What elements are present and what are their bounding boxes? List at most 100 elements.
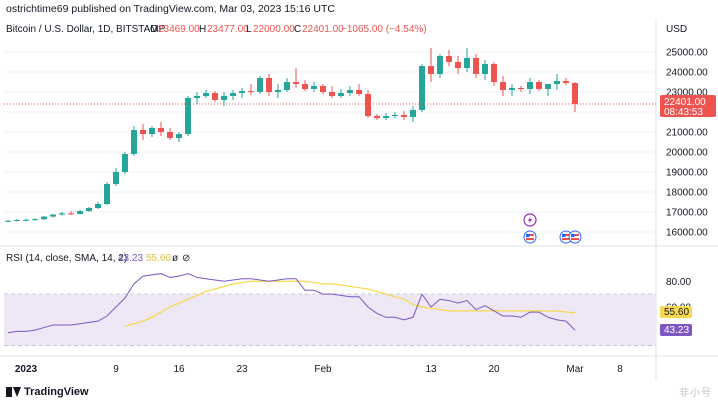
candle-body (428, 66, 434, 74)
candle-body (221, 96, 227, 100)
event-markers[interactable] (523, 213, 582, 244)
candle-body (230, 93, 236, 96)
candle (32, 218, 38, 221)
candle (41, 216, 47, 220)
candle-body (473, 58, 479, 74)
last-price-value: 22401.00 (664, 97, 706, 108)
candle (113, 168, 119, 186)
candle (437, 54, 443, 78)
close-label: C (294, 24, 301, 35)
close-value: 22401.00 (302, 24, 344, 35)
candle-body (482, 64, 488, 74)
rsi-tick-label: 80.00 (666, 277, 691, 288)
price-tick-label: 23000.00 (666, 88, 708, 99)
time-tick-label: 2023 (15, 364, 38, 375)
candle (257, 76, 263, 94)
open-label: O (150, 24, 158, 35)
candle-body (14, 220, 20, 221)
flag-canton (562, 234, 566, 237)
flag-canton (526, 234, 530, 237)
candle (149, 126, 155, 137)
flag-stripe (562, 238, 570, 240)
candle-body (239, 91, 245, 93)
candle (131, 126, 137, 156)
candle-body (257, 78, 263, 92)
candle (518, 86, 524, 92)
last-price-tag-bg (660, 95, 716, 117)
candle-body (104, 184, 110, 204)
rsi-legend: RSI (14, close, SMA, 14, 2) 43.23 55.60 … (6, 253, 190, 264)
time-tick-label: 23 (236, 364, 248, 375)
last-price-tag: 22401.00 08:43:53 (660, 95, 716, 118)
candle (239, 88, 245, 98)
watermark: 非小号 (679, 388, 712, 399)
price-axis[interactable]: 25000.0024000.0023000.0022000.0021000.00… (666, 48, 708, 239)
candle-body (356, 90, 362, 94)
candle-body (383, 116, 389, 118)
candle-body (338, 93, 344, 96)
time-axis[interactable]: 2023 9 16 23 Feb 13 20 Mar 8 (15, 364, 623, 375)
tradingview-mark-icon (6, 387, 21, 397)
candle (356, 84, 362, 96)
candle-body (401, 115, 407, 117)
low-value: 22000.00 (253, 24, 295, 35)
candle (275, 84, 281, 98)
candle (86, 207, 92, 212)
open-value: 23469.00 (158, 24, 200, 35)
candle-body (491, 64, 497, 82)
candle-body (419, 66, 425, 110)
rsi-sma-line (124, 280, 576, 327)
settings-dot-icon[interactable]: ⊘ (182, 253, 190, 264)
candle (50, 214, 56, 218)
candle-body (410, 110, 416, 117)
candle (500, 76, 506, 96)
rsi-line (7, 273, 576, 334)
time-tick-label: 16 (173, 364, 185, 375)
us-flag-icon[interactable] (568, 230, 582, 244)
candle-body (275, 90, 281, 92)
time-tick-label: 8 (617, 364, 623, 375)
candle (392, 112, 398, 118)
candle (554, 74, 560, 90)
candle-body (518, 88, 524, 89)
flag-stripe (571, 234, 579, 236)
candle-body (95, 204, 101, 208)
candle (446, 50, 452, 66)
candle (473, 54, 479, 78)
candle-body (563, 81, 569, 83)
price-tick-label: 24000.00 (666, 68, 708, 79)
candle-body (86, 208, 92, 211)
candle-body (140, 130, 146, 134)
candle (194, 92, 200, 104)
candle (293, 68, 299, 88)
rsi-sma-tag: 55.60 (660, 306, 692, 318)
price-tick-label: 21000.00 (666, 128, 708, 139)
candle-body (572, 83, 578, 104)
flag-stripe (526, 238, 534, 240)
candle-body (374, 116, 380, 118)
candle (545, 84, 551, 96)
candle (572, 82, 578, 112)
candle (203, 90, 209, 98)
change-value: −1065.00 (−4.54%) (341, 24, 427, 35)
price-tick-label: 18000.00 (666, 188, 708, 199)
candle (284, 78, 290, 92)
candle (410, 106, 416, 122)
tradingview-logo[interactable]: TradingView (6, 386, 89, 398)
candle (455, 56, 461, 74)
price-tick-label: 20000.00 (666, 148, 708, 159)
candle-body (293, 82, 299, 84)
candle (230, 90, 236, 100)
flag-stripe (571, 238, 579, 240)
us-flag-icon[interactable] (523, 230, 537, 244)
candle-body (464, 58, 470, 68)
rsi-label: RSI (14, close, SMA, 14, 2) (6, 253, 127, 264)
candle-body (122, 154, 128, 172)
eye-icon[interactable]: ø (172, 253, 178, 264)
rsi-legend-value: 43.23 (118, 253, 143, 264)
candle-body (185, 98, 191, 134)
candle (329, 86, 335, 98)
candle-body (158, 128, 164, 132)
candle-body (536, 82, 542, 89)
